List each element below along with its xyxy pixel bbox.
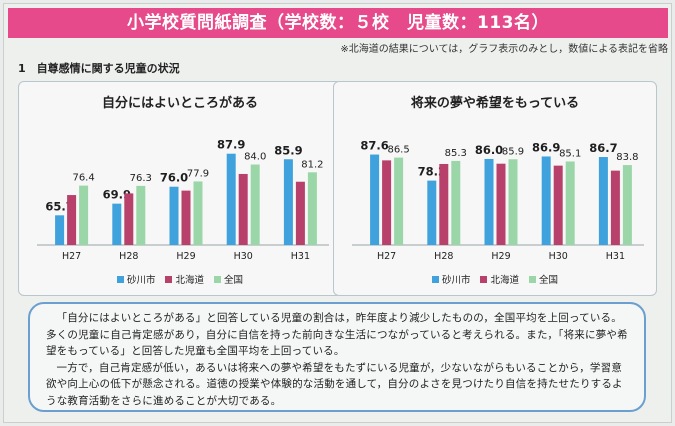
data-label-sunagawa-h29: 86.0 [475,143,503,157]
bar-zenkoku-h29 [508,159,518,245]
x-tick-label: H29 [176,251,195,262]
data-label-sunagawa-h28: 78.2 [418,165,446,179]
bar-sunagawa-h27 [370,154,380,245]
data-label-sunagawa-h30: 86.9 [532,140,560,154]
legend-item-sunagawa: 砂川市 [116,272,156,286]
data-label-sunagawa-h31: 86.7 [589,141,617,155]
x-tick-label: H30 [234,251,253,262]
bar-hokkaido-h30 [553,165,563,245]
data-label-sunagawa-h28: 69.9 [103,188,131,202]
x-tick-label: H31 [291,251,310,262]
bar-hokkaido-h30 [238,173,248,245]
bar-zenkoku-h29 [193,181,203,245]
data-label-zenkoku-h30: 84.0 [244,152,266,163]
data-label-zenkoku-h28: 76.3 [130,173,152,184]
data-label-sunagawa-h27: 87.6 [360,139,388,153]
data-label-zenkoku-h31: 81.2 [301,159,323,170]
data-label-zenkoku-h30: 85.1 [559,148,581,159]
chart-panel-future-dreams: 将来の夢や希望をもっている 87.6 86.5 H27 78.2 85.3 H28 86.0… [333,81,657,296]
chart-legend: 砂川市 北海道 全国 [334,272,656,286]
bar-sunagawa-h31 [283,159,293,245]
x-tick-label: H31 [606,251,625,262]
bar-chart-self-esteem: 65.7 76.4 H27 69.9 76.3 H28 76.077.9 H29 87.984.… [37,138,329,262]
bar-zenkoku-h31 [622,165,632,245]
legend-label: 北海道 [490,275,519,286]
legend-swatch [116,275,124,283]
bar-sunagawa-h30 [226,153,236,245]
x-tick-label: H27 [377,251,396,262]
bar-sunagawa-h28 [427,180,437,245]
chart-title: 自分にはよいところがある [101,96,258,111]
legend-item-hokkaido: 北海道 [480,272,519,286]
comment-paragraph-1: 「自分にはよいところがある」と回答している児童の割合は，昨年度より減少したものの… [46,312,628,357]
comment-paragraph-2: 一方で，自己肯定感が低い，あるいは将来への夢や希望をもたずにいる児童が，少ないな… [46,361,623,407]
data-label-zenkoku-h31: 83.8 [616,152,638,163]
x-tick-label: H30 [549,251,568,262]
bar-hokkaido-h31 [610,170,620,245]
bar-sunagawa-h31 [598,157,608,245]
x-tick-label: H29 [491,251,510,262]
legend-item-zenkoku: 全国 [214,272,243,286]
chart-title: 将来の夢や希望をもっている [410,96,580,111]
x-tick-label: H28 [119,251,138,262]
bar-zenkoku-h28 [136,185,146,245]
bar-sunagawa-h28 [112,203,122,245]
bar-zenkoku-h31 [307,172,317,245]
data-label-zenkoku-h29: 85.9 [502,146,524,157]
legend-swatch [214,275,221,283]
legend-item-sunagawa: 砂川市 [431,272,471,286]
legend-label: 砂川市 [441,275,471,286]
bar-hokkaido-h27 [382,160,392,245]
comment-box: 「自分にはよいところがある」と回答している児童の割合は，昨年度より減少したものの… [28,302,646,412]
legend-label: 北海道 [175,275,204,286]
legend-item-zenkoku: 全国 [529,272,558,286]
bar-hokkaido-h28 [439,163,449,245]
bar-zenkoku-h28 [451,160,461,245]
bar-zenkoku-h27 [394,157,404,245]
data-label-sunagawa-h30: 87.9 [217,138,245,152]
data-label-sunagawa-h29: 76.0 [160,171,188,185]
bar-sunagawa-h29 [484,158,494,245]
legend-swatch [529,275,536,283]
bar-hokkaido-h31 [295,181,305,245]
data-label-zenkoku-h29: 77.9 [187,168,209,179]
legend-swatch [165,275,173,283]
x-tick-label: H28 [434,251,453,262]
chart-legend: 砂川市 北海道 全国 [19,272,341,286]
data-label-zenkoku-h28: 85.3 [445,148,467,159]
data-label-zenkoku-h27: 86.5 [387,145,409,156]
bar-chart-future-dreams: 87.686.5 H27 78.2 85.3 H28 86.085.9 H29 86.985.… [352,139,644,262]
bar-hokkaido-h27 [67,195,77,245]
bar-zenkoku-h30 [250,164,260,245]
bar-sunagawa-h27 [55,215,65,245]
section-heading: 1 自尊感情に関する児童の状況 [18,62,180,75]
bar-sunagawa-h29 [169,186,179,245]
data-label-sunagawa-h31: 85.9 [274,143,302,157]
data-label-zenkoku-h27: 76.4 [72,173,94,184]
footnote: ※北海道の結果については，グラフ表示のみとし，数値による表記を省略 [340,44,668,55]
chart-panel-self-esteem: 自分にはよいところがある 65.7 76.4 H27 69.9 76.3 H28 76.0 7… [18,81,342,296]
legend-label: 全国 [224,275,244,286]
legend-swatch [431,275,439,283]
bar-hokkaido-h29 [496,163,506,245]
bar-zenkoku-h27 [79,185,89,245]
data-label-sunagawa-h27: 65.7 [45,199,73,213]
legend-label: 全国 [539,275,559,286]
bar-hokkaido-h28 [124,193,134,245]
bar-sunagawa-h30 [541,156,551,245]
legend-label: 砂川市 [126,275,156,286]
bar-zenkoku-h30 [565,161,575,245]
legend-item-hokkaido: 北海道 [165,272,204,286]
page-title: 小学校質問紙調査（学校数：５校 児童数：113名） [8,8,668,38]
legend-swatch [480,275,488,283]
bar-hokkaido-h29 [181,190,191,245]
x-tick-label: H27 [62,251,81,262]
